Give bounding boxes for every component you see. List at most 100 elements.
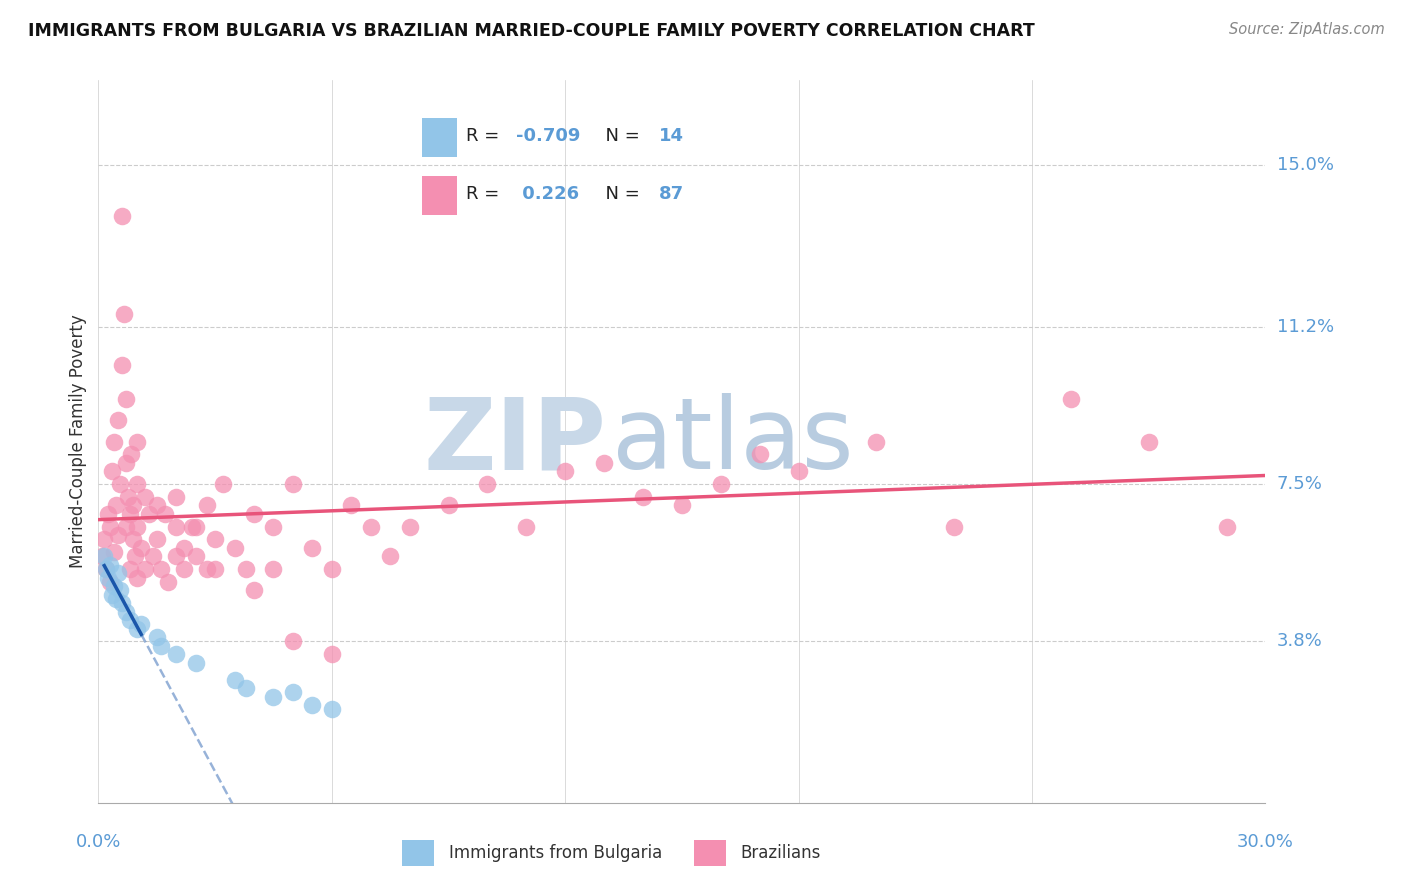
Point (114, 392, 136, 406)
Point (146, 630, 169, 644)
Text: 15.0%: 15.0% (1277, 156, 1333, 174)
Point (93, 549, 115, 564)
Point (127, 477, 149, 491)
Point (321, 702, 343, 716)
Point (262, 562, 284, 576)
Point (515, 519, 537, 533)
Point (146, 533, 169, 547)
Point (103, 579, 125, 593)
Point (112, 307, 135, 321)
Point (146, 498, 169, 512)
Text: 3.8%: 3.8% (1277, 632, 1322, 650)
Point (129, 617, 152, 632)
Point (593, 456, 616, 470)
Point (321, 647, 343, 661)
Point (97, 507, 120, 521)
Point (1137, 434, 1160, 449)
Point (103, 545, 125, 559)
Point (204, 533, 226, 547)
Point (153, 507, 176, 521)
Point (98, 519, 121, 533)
Point (184, 656, 207, 670)
Point (142, 549, 165, 564)
Point (243, 583, 266, 598)
Point (134, 490, 156, 504)
Point (195, 562, 218, 576)
Point (91, 549, 114, 564)
Point (118, 613, 141, 627)
Text: 30.0%: 30.0% (1237, 833, 1294, 851)
Point (173, 541, 195, 555)
Point (117, 490, 139, 504)
Point (127, 434, 149, 449)
Point (184, 519, 207, 533)
Point (127, 570, 149, 584)
Point (477, 477, 499, 491)
Point (97, 570, 120, 584)
Point (134, 562, 156, 576)
Point (127, 622, 149, 636)
Point (96, 562, 118, 576)
Point (118, 562, 141, 576)
Point (631, 490, 654, 504)
Point (157, 574, 180, 589)
Point (437, 498, 460, 512)
Point (127, 519, 149, 533)
Point (235, 562, 257, 576)
Point (243, 507, 266, 521)
Point (173, 562, 195, 576)
Point (165, 647, 187, 661)
Point (281, 634, 304, 648)
Point (301, 541, 323, 555)
Point (710, 477, 733, 491)
Text: 0.0%: 0.0% (76, 833, 121, 851)
Point (301, 698, 323, 712)
Point (380, 549, 402, 564)
Point (340, 498, 363, 512)
Point (101, 464, 124, 478)
Point (235, 681, 257, 695)
Point (138, 507, 160, 521)
Point (98, 558, 121, 572)
Point (118, 507, 141, 521)
Point (360, 519, 382, 533)
Point (262, 519, 284, 533)
Point (165, 490, 187, 504)
Point (107, 413, 129, 427)
Point (180, 519, 202, 533)
Point (1060, 392, 1083, 406)
Point (122, 498, 145, 512)
Text: 7.5%: 7.5% (1277, 475, 1323, 493)
Point (103, 434, 125, 449)
Point (114, 456, 136, 470)
Text: IMMIGRANTS FROM BULGARIA VS BRAZILIAN MARRIED-COUPLE FAMILY POVERTY CORRELATION : IMMIGRANTS FROM BULGARIA VS BRAZILIAN MA… (28, 22, 1035, 40)
Point (121, 447, 143, 461)
Point (165, 549, 187, 564)
Point (149, 639, 172, 653)
Point (281, 685, 304, 699)
Point (111, 209, 134, 223)
Point (321, 562, 343, 576)
Point (114, 519, 136, 533)
Point (224, 541, 246, 555)
Point (108, 583, 131, 598)
Point (1215, 519, 1237, 533)
Point (96, 562, 118, 576)
Point (212, 477, 235, 491)
Point (398, 519, 420, 533)
Point (204, 562, 226, 576)
Point (224, 673, 246, 687)
Point (104, 591, 127, 606)
Point (107, 528, 129, 542)
Text: Source: ZipAtlas.com: Source: ZipAtlas.com (1229, 22, 1385, 37)
Point (554, 464, 576, 478)
Point (98, 574, 121, 589)
Point (129, 541, 152, 555)
Point (748, 447, 770, 461)
Text: atlas: atlas (612, 393, 853, 490)
Point (111, 358, 134, 372)
Point (122, 533, 145, 547)
Point (195, 498, 218, 512)
Point (184, 549, 207, 564)
Point (262, 690, 284, 704)
